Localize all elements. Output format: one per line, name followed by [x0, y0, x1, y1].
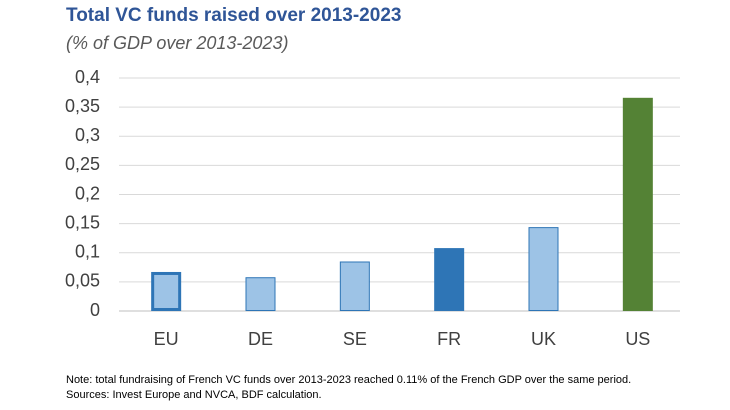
bar	[434, 248, 465, 311]
y-tick-label: 0,15	[65, 212, 100, 232]
y-tick-label: 0,2	[75, 183, 100, 203]
chart-subtitle: (% of GDP over 2013-2023)	[66, 33, 288, 53]
chart-title: Total VC funds raised over 2013-2023	[66, 5, 401, 26]
y-tick-label: 0,1	[75, 242, 100, 262]
bar	[245, 277, 276, 311]
bar	[339, 261, 370, 311]
y-tick-label: 0,05	[65, 271, 100, 291]
y-tick-label: 0	[90, 300, 100, 320]
x-tick-label: EU	[154, 329, 179, 349]
note: Sources: Invest Europe and NVCA, BDF cal…	[66, 389, 322, 401]
bar	[528, 227, 559, 311]
y-tick-label: 0,25	[65, 154, 100, 174]
x-tick-label: FR	[437, 329, 461, 349]
y-tick-label: 0,4	[75, 67, 100, 87]
note: Note: total fundraising of French VC fun…	[66, 374, 631, 386]
y-tick-label: 0,35	[65, 96, 100, 116]
y-tick-label: 0,3	[75, 125, 100, 145]
bar	[151, 271, 182, 312]
x-tick-label: UK	[531, 329, 556, 349]
bar	[622, 97, 653, 312]
x-tick-label: DE	[248, 329, 273, 349]
x-tick-label: SE	[343, 329, 367, 349]
x-tick-label: US	[625, 329, 650, 349]
